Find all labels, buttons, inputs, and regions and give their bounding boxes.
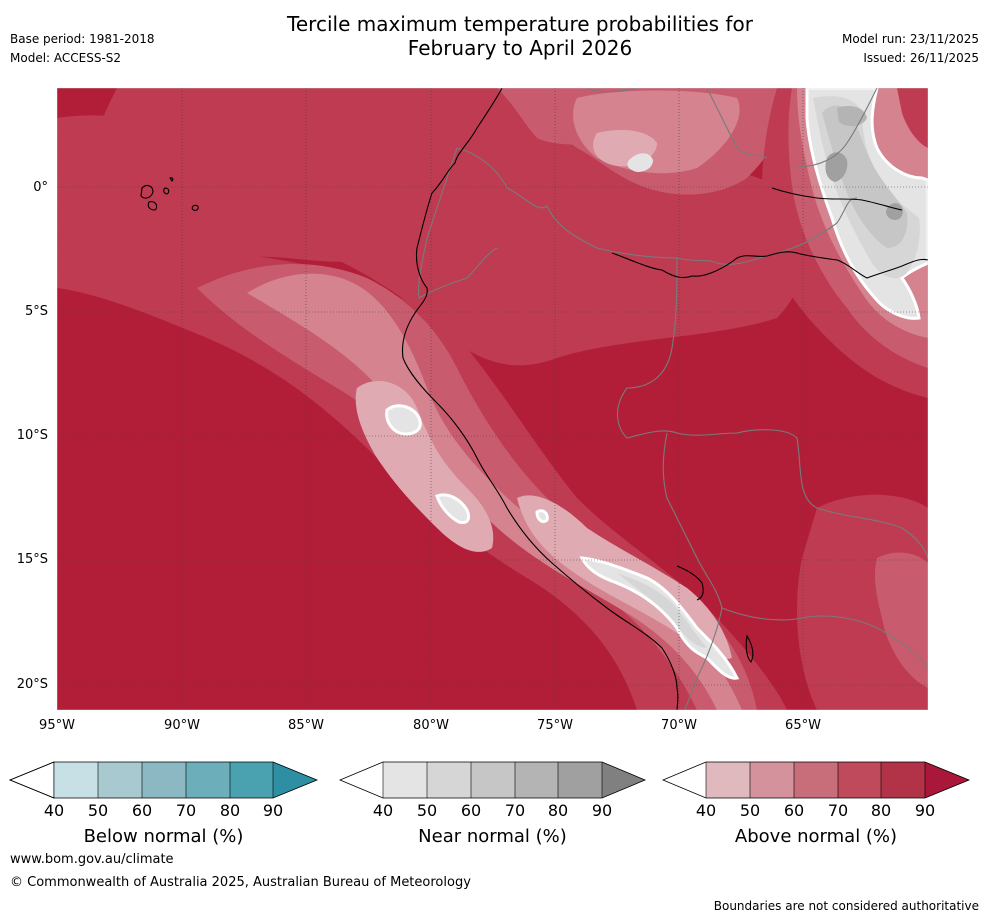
cb-near-tick-50: 50 — [416, 801, 438, 820]
colorbar-near-segment-70-80 — [515, 762, 558, 798]
colorbar-below-segment-80-90 — [230, 762, 273, 798]
amazon-near-60 — [822, 105, 908, 249]
lon-label-90w: 90°W — [164, 718, 200, 733]
cb-below-tick-40: 40 — [43, 801, 65, 820]
near-50-south-strip — [617, 573, 707, 648]
cb-below-tick-70: 70 — [175, 801, 197, 820]
cb-near-tick-60: 60 — [460, 801, 482, 820]
near-40-spot-peru-a — [385, 404, 422, 436]
cb-above-tick-90: 90 — [914, 801, 936, 820]
colorbar-below-segment-40-50 — [54, 762, 98, 798]
colorbars — [8, 761, 971, 799]
lon-label-75w: 75°W — [537, 718, 573, 733]
lat-label-10s: 10°S — [16, 428, 48, 443]
website-link[interactable]: www.bom.gov.au/climate — [10, 852, 174, 867]
cb-near-tick-80: 80 — [547, 801, 569, 820]
title-line-2: February to April 2026 — [407, 36, 633, 60]
lat-label-20s: 20°S — [16, 677, 48, 692]
near-40-south-strip — [579, 556, 740, 680]
colorbar-near-segment-50-60 — [427, 762, 471, 798]
colorbar-near — [338, 761, 647, 799]
colorbar-above — [661, 761, 971, 799]
boundaries-disclaimer: Boundaries are not considered authoritat… — [713, 899, 979, 913]
colorbar-near-segment-60-70 — [471, 762, 515, 798]
lat-label-5s: 5°S — [24, 304, 48, 319]
east-edge-above-80 — [897, 88, 928, 148]
colorbar-below-label: Below normal (%) — [83, 826, 244, 847]
colorbar-below-segment-70-80 — [186, 762, 230, 798]
colorbar-near-max-cap — [602, 762, 645, 798]
cb-below-tick-80: 80 — [219, 801, 241, 820]
colorbar-below-segment-60-70 — [142, 762, 186, 798]
colorbar-below — [8, 761, 319, 799]
cb-above-tick-80: 80 — [870, 801, 892, 820]
colorbar-above-segment-50-60 — [750, 762, 794, 798]
graticule — [57, 88, 928, 710]
lat-label-15s: 15°S — [16, 552, 48, 567]
colorbar-above-max-cap — [925, 762, 969, 798]
model-text: Model: ACCESS-S2 — [10, 51, 122, 65]
colorbar-below-max-cap — [273, 762, 317, 798]
amazon-near-80 — [825, 152, 848, 182]
colorbar-near-segment-80-90 — [558, 762, 602, 798]
lat-label-0: 0° — [33, 180, 48, 195]
coastline — [140, 88, 928, 710]
colorbar-above-segment-70-80 — [838, 762, 881, 798]
cb-below-tick-50: 50 — [87, 801, 109, 820]
cb-above-tick-70: 70 — [827, 801, 849, 820]
page-title: Tercile maximum temperature probabilitie… — [0, 12, 988, 60]
colorbar-near-label: Near normal (%) — [418, 826, 567, 847]
colorbar-below-segment-50-60 — [98, 762, 142, 798]
cb-near-tick-40: 40 — [372, 801, 394, 820]
issued-text: Issued: 26/11/2025 — [863, 51, 979, 65]
copyright-text: © Commonwealth of Australia 2025, Austra… — [10, 875, 471, 890]
cb-above-tick-50: 50 — [739, 801, 761, 820]
colorbar-above-segment-40-50 — [706, 762, 750, 798]
probability-map — [57, 88, 928, 710]
colorbar-above-segment-60-70 — [794, 762, 838, 798]
cb-near-tick-90: 90 — [591, 801, 613, 820]
lon-label-70w: 70°W — [661, 718, 697, 733]
near-40-spot-north — [627, 153, 653, 172]
colorbar-above-label: Above normal (%) — [734, 826, 898, 847]
title-line-1: Tercile maximum temperature probabilitie… — [287, 12, 753, 36]
south-east-above-80 — [797, 494, 928, 710]
lon-label-85w: 85°W — [288, 718, 324, 733]
colorbar-above-segment-80-90 — [881, 762, 925, 798]
colorbar-above-min-cap — [663, 762, 706, 798]
cb-near-tick-70: 70 — [504, 801, 526, 820]
near-40-spot-peru-b — [435, 493, 471, 524]
lon-label-80w: 80°W — [413, 718, 449, 733]
cb-below-tick-60: 60 — [131, 801, 153, 820]
cb-above-tick-40: 40 — [695, 801, 717, 820]
colorbar-near-min-cap — [340, 762, 383, 798]
ocean-diag-above-60 — [247, 273, 742, 710]
base-period-text: Base period: 1981-2018 — [10, 32, 155, 46]
colorbar-near-segment-40-50 — [383, 762, 427, 798]
cb-above-tick-60: 60 — [783, 801, 805, 820]
lon-label-65w: 65°W — [785, 718, 821, 733]
cb-below-tick-90: 90 — [262, 801, 284, 820]
near-40-spot-peru-c — [535, 509, 549, 524]
model-run-text: Model run: 23/11/2025 — [841, 32, 979, 46]
lon-label-95w: 95°W — [39, 718, 75, 733]
country-borders — [418, 88, 928, 710]
colorbar-below-min-cap — [8, 761, 55, 799]
